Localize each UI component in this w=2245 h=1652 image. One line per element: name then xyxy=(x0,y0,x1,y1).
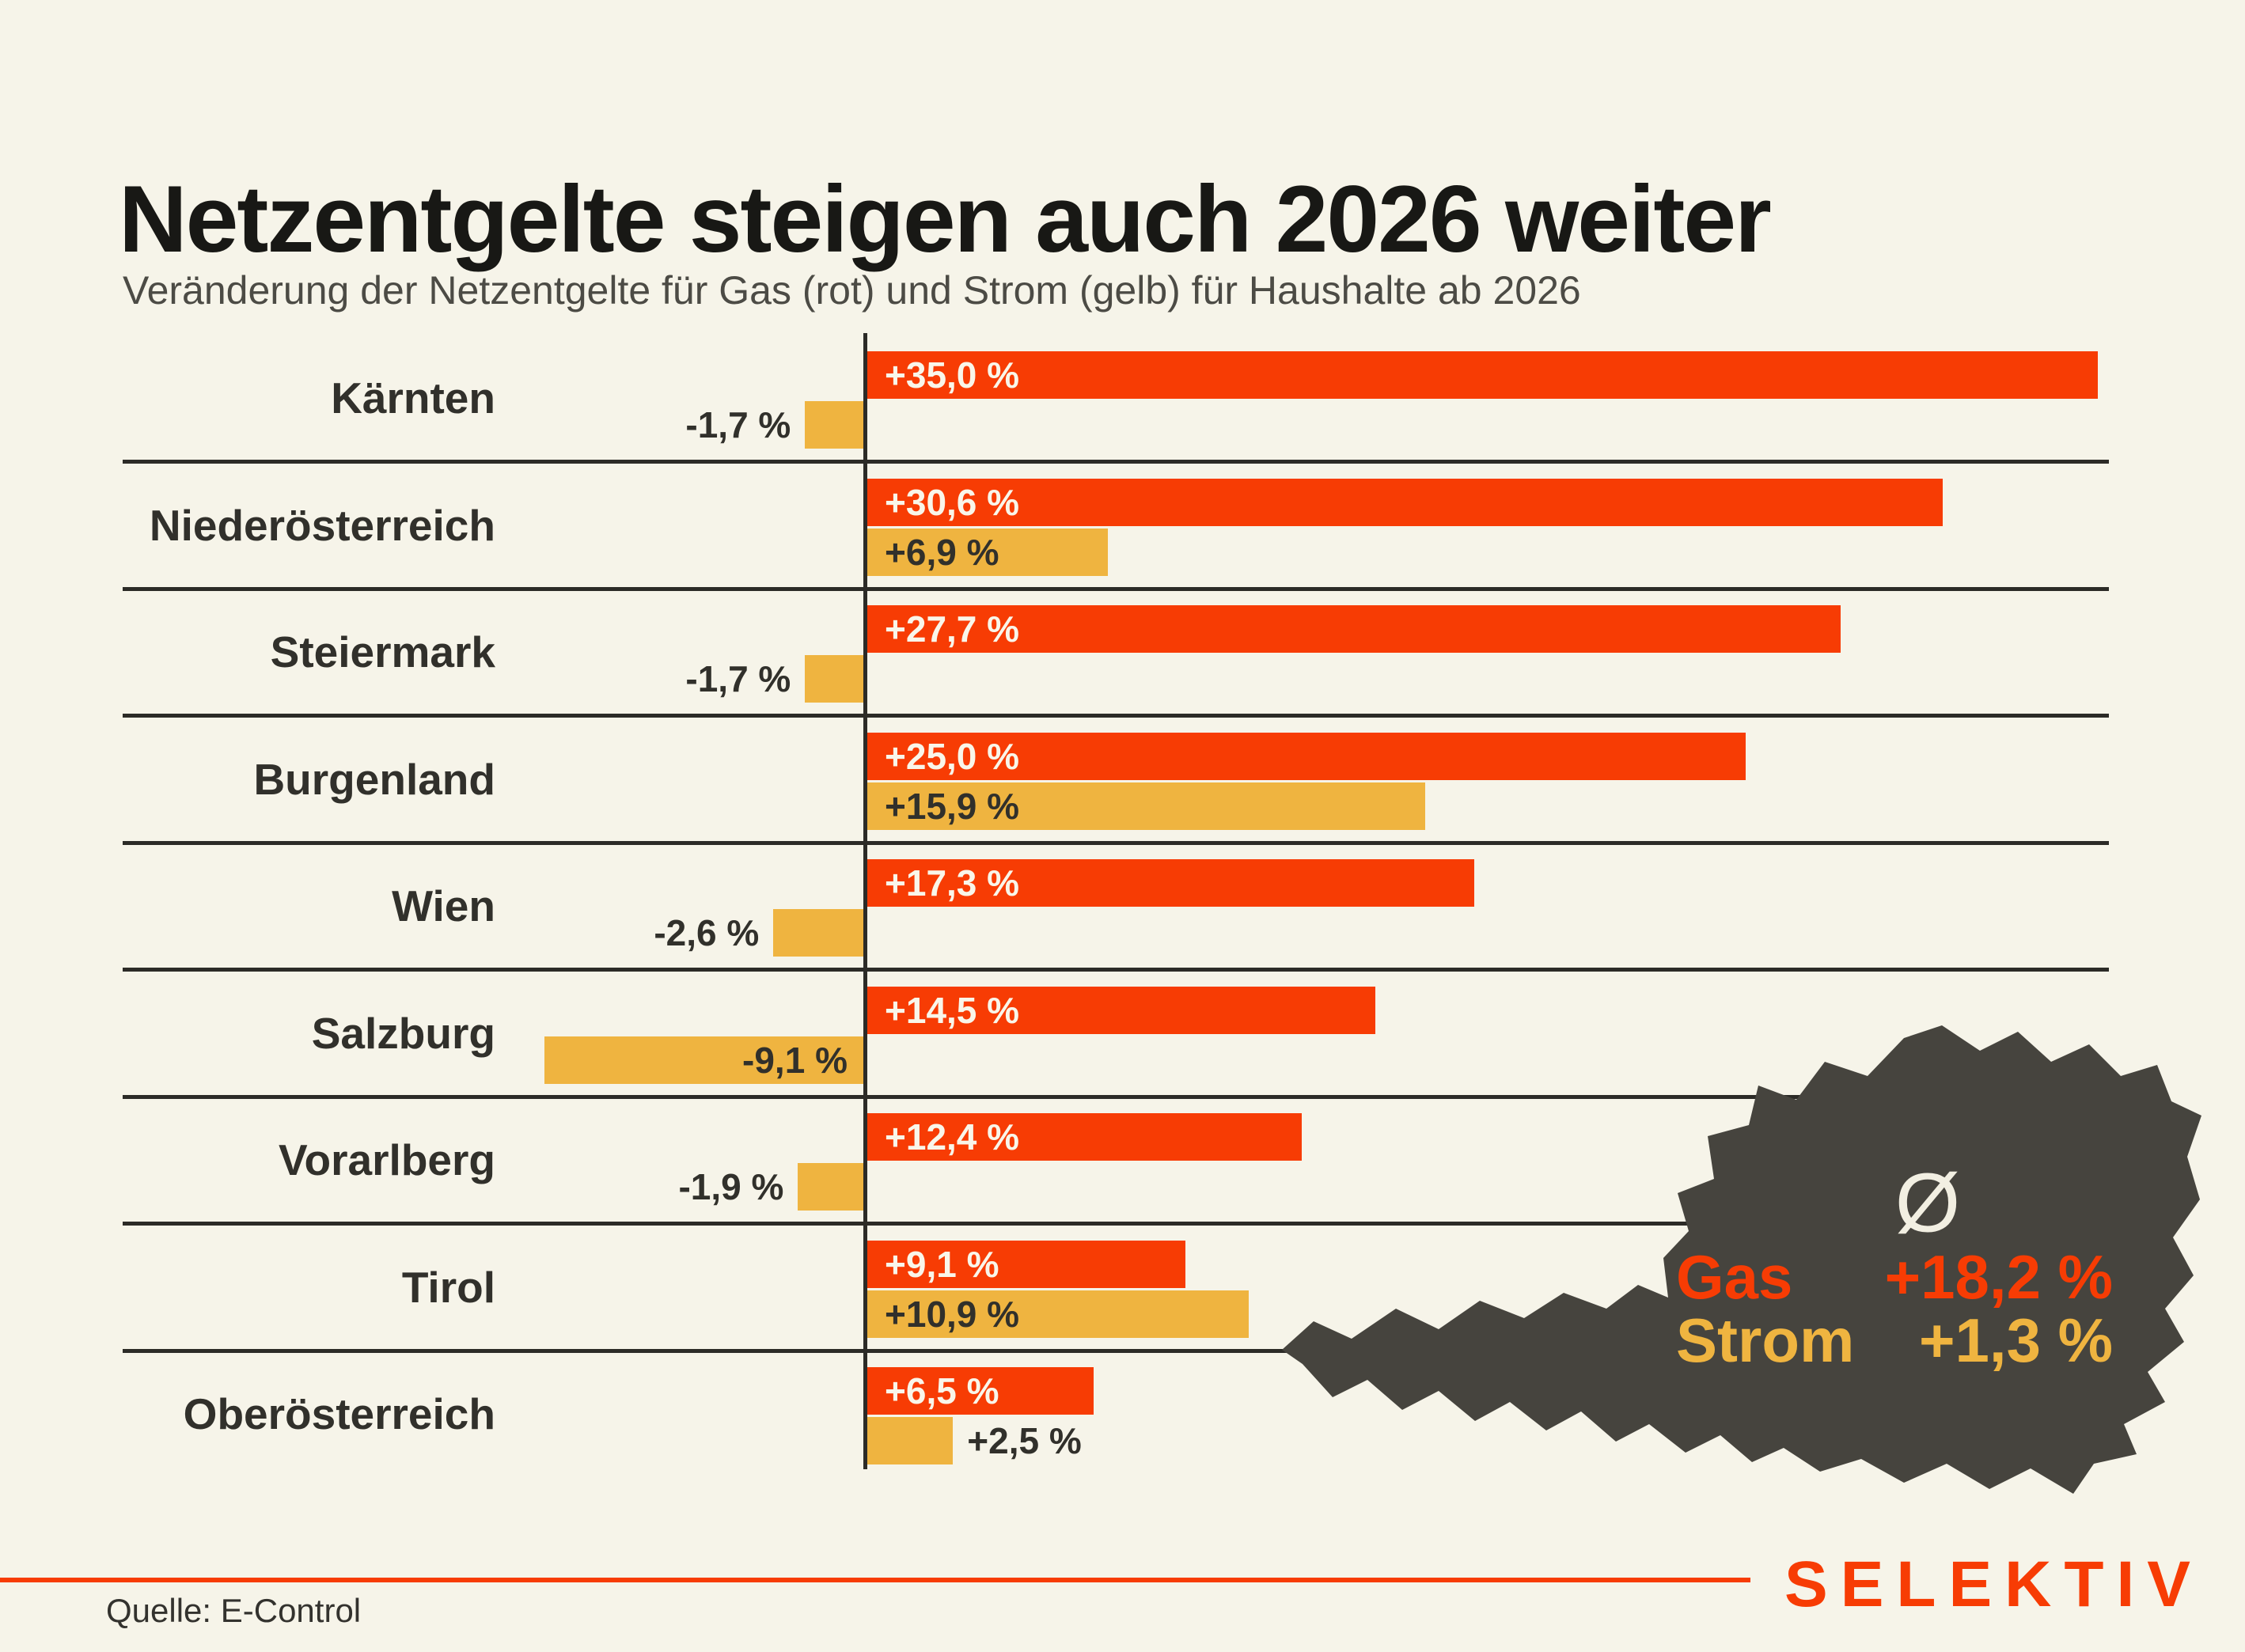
gas-value-label: +17,3 % xyxy=(885,862,1020,904)
gas-value-label: +35,0 % xyxy=(885,354,1020,396)
brand-logo: SELEKTIV xyxy=(1784,1548,2203,1620)
row-separator xyxy=(123,714,2109,718)
gas-value-label: +14,5 % xyxy=(885,989,1020,1031)
source-note: Quelle: E-Control xyxy=(106,1592,362,1629)
strom-bar xyxy=(805,655,865,703)
gas-bar xyxy=(865,605,1841,653)
strom-value-label: -9,1 % xyxy=(742,1039,848,1081)
row-separator xyxy=(123,1094,2109,1099)
strom-bar xyxy=(865,1290,1250,1338)
average-gas-value: +18,2 % xyxy=(1884,1242,2113,1312)
gas-value-label: +9,1 % xyxy=(885,1243,999,1285)
row-label: Niederösterreich xyxy=(149,500,495,550)
gas-value-label: +25,0 % xyxy=(885,735,1020,777)
average-strom-line: Strom +1,3 % xyxy=(1676,1309,2113,1372)
strom-bar xyxy=(865,782,1425,830)
strom-bar xyxy=(805,401,865,449)
austria-map xyxy=(1282,1025,2201,1494)
row-separator xyxy=(123,840,2109,845)
strom-value-label: -1,9 % xyxy=(678,1166,784,1207)
strom-value-label: +10,9 % xyxy=(885,1293,1020,1335)
row-label: Oberösterreich xyxy=(183,1389,495,1439)
average-overlay: Gas +18,2 % Strom +1,3 % xyxy=(1676,1245,2113,1372)
strom-bar xyxy=(544,1036,865,1084)
row-label: Tirol xyxy=(401,1262,495,1312)
gas-bar xyxy=(865,986,1376,1034)
gas-bar xyxy=(865,732,1746,780)
strom-bar xyxy=(773,909,865,957)
row-label: Vorarlberg xyxy=(278,1135,495,1185)
row-separator xyxy=(123,1222,2109,1226)
strom-bar xyxy=(865,528,1109,576)
row-label: Salzburg xyxy=(311,1008,495,1058)
strom-bar xyxy=(798,1163,865,1211)
average-gas-label: Gas xyxy=(1676,1242,1793,1312)
row-label: Steiermark xyxy=(270,627,495,677)
gas-value-label: +12,4 % xyxy=(885,1116,1020,1158)
gas-bar xyxy=(865,351,2098,399)
average-gas-line: Gas +18,2 % xyxy=(1676,1245,2113,1309)
row-separator xyxy=(123,968,2109,972)
average-strom-value: +1,3 % xyxy=(1918,1305,2113,1375)
strom-value-label: +6,9 % xyxy=(885,531,999,573)
austria-map-shape xyxy=(1282,1025,2201,1494)
strom-value-label: -2,6 % xyxy=(654,912,760,953)
row-separator xyxy=(123,1348,2109,1353)
gas-bar xyxy=(865,1367,1094,1415)
row-label: Wien xyxy=(392,881,495,931)
footer-rule xyxy=(0,1578,1750,1582)
gas-bar xyxy=(865,1240,1185,1288)
strom-value-label: -1,7 % xyxy=(685,658,791,699)
average-strom-label: Strom xyxy=(1676,1305,1855,1375)
strom-value-label: -1,7 % xyxy=(685,404,791,445)
row-label: Kärnten xyxy=(331,373,495,423)
average-symbol: Ø xyxy=(1894,1156,1961,1250)
gas-value-label: +27,7 % xyxy=(885,608,1020,650)
axis-zero-line xyxy=(863,333,867,1469)
strom-value-label: +2,5 % xyxy=(967,1420,1082,1461)
gas-bar xyxy=(865,859,1474,907)
gas-value-label: +30,6 % xyxy=(885,481,1020,523)
page-subtitle: Veränderung der Netzentgelte für Gas (ro… xyxy=(123,268,1581,313)
row-separator xyxy=(123,586,2109,591)
gas-bar xyxy=(865,1113,1302,1161)
row-separator xyxy=(123,460,2109,464)
gas-bar xyxy=(865,478,1943,526)
page-title: Netzentgelte steigen auch 2026 weiter xyxy=(119,166,1772,273)
gas-value-label: +6,5 % xyxy=(885,1370,999,1411)
strom-bar xyxy=(865,1417,954,1464)
strom-value-label: +15,9 % xyxy=(885,785,1020,827)
row-label: Burgenland xyxy=(253,754,495,804)
